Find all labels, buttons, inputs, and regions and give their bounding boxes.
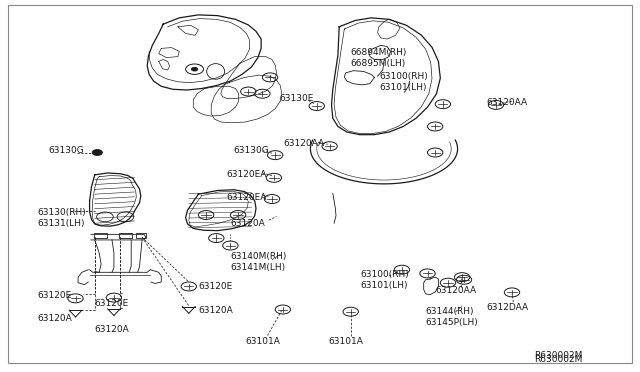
Text: 63120EA: 63120EA xyxy=(226,170,266,179)
Text: 63130(RH)
63131(LH): 63130(RH) 63131(LH) xyxy=(37,208,86,228)
Circle shape xyxy=(191,67,198,71)
Text: 63120A: 63120A xyxy=(230,219,265,228)
Text: 63120A: 63120A xyxy=(95,325,129,334)
Text: 63120AA: 63120AA xyxy=(284,139,324,148)
Text: 63120A: 63120A xyxy=(37,314,72,323)
Text: R630002M: R630002M xyxy=(534,351,583,360)
Text: 63120E: 63120E xyxy=(37,291,72,300)
Text: 63140M(RH)
63141M(LH): 63140M(RH) 63141M(LH) xyxy=(230,252,287,272)
Text: 63120A: 63120A xyxy=(198,306,233,315)
Text: R630002M: R630002M xyxy=(534,355,583,364)
Text: 63120AA: 63120AA xyxy=(486,98,527,107)
Text: 6312DAA: 6312DAA xyxy=(486,303,529,312)
Text: 63101A: 63101A xyxy=(328,337,363,346)
Text: 63101A: 63101A xyxy=(245,337,280,346)
Text: 63144(RH)
63145P(LH): 63144(RH) 63145P(LH) xyxy=(426,307,478,327)
Text: 63120E: 63120E xyxy=(95,299,129,308)
Text: 63130G: 63130G xyxy=(48,146,84,155)
Text: 63120EA: 63120EA xyxy=(226,193,266,202)
Text: 63130G: 63130G xyxy=(234,146,269,155)
Text: 63130E: 63130E xyxy=(280,94,314,103)
Text: 63100(RH)
63101(LH): 63100(RH) 63101(LH) xyxy=(360,270,409,290)
Circle shape xyxy=(92,150,102,155)
Text: 66894M(RH)
66895M(LH): 66894M(RH) 66895M(LH) xyxy=(351,48,407,68)
Text: 63100(RH)
63101(LH): 63100(RH) 63101(LH) xyxy=(380,72,428,92)
Text: 63120AA: 63120AA xyxy=(435,286,476,295)
Text: 63120E: 63120E xyxy=(198,282,233,291)
